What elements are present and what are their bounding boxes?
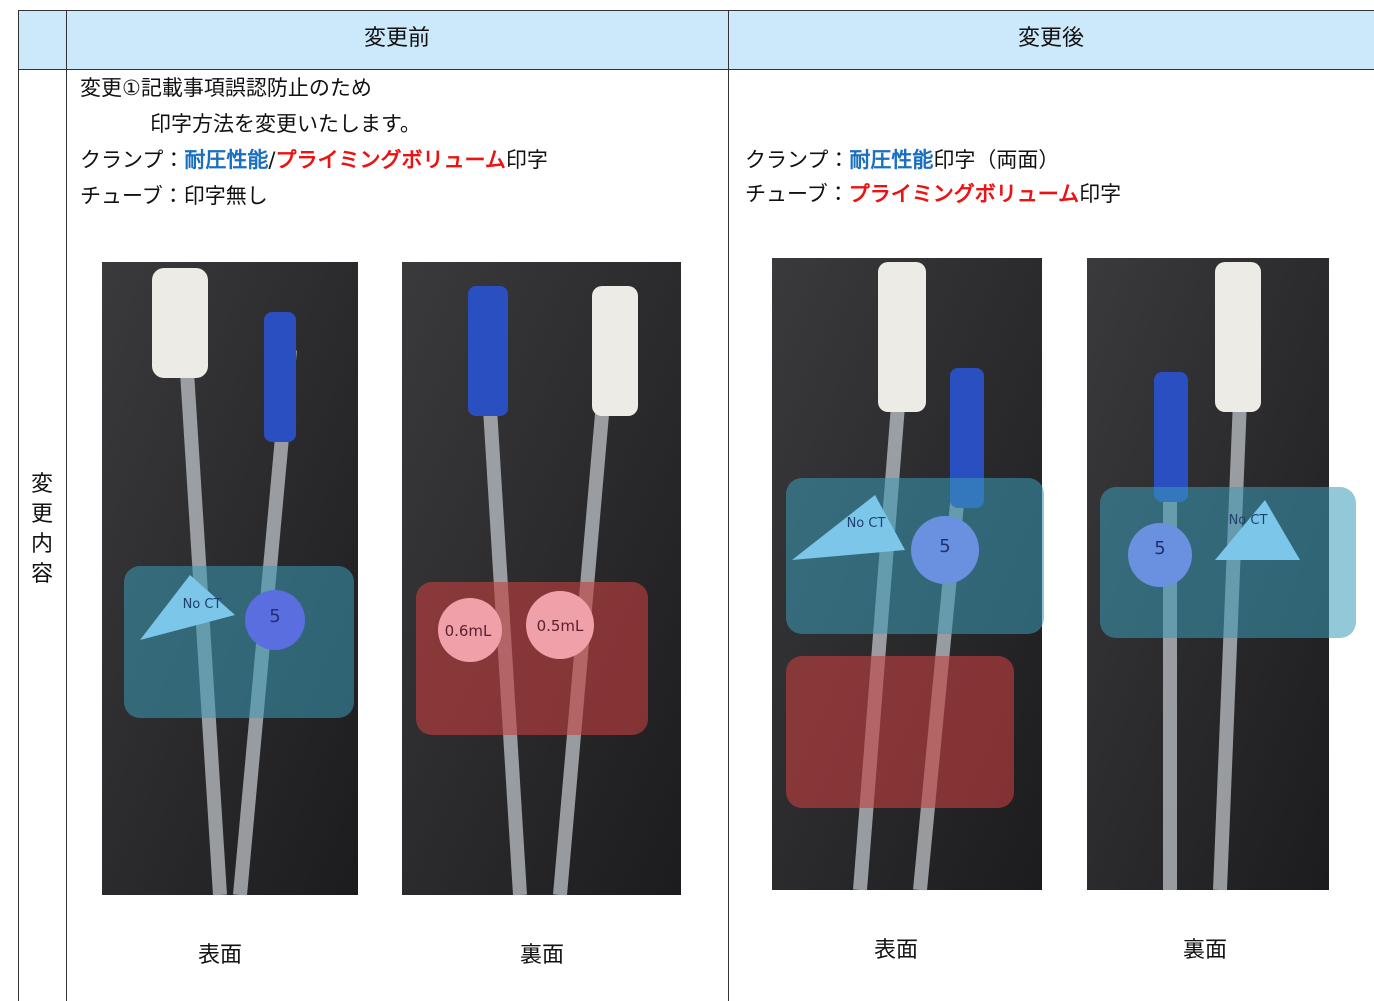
caption: 裏面: [1182, 938, 1227, 963]
text: クランプ：: [80, 148, 185, 172]
row-label-char: 容: [30, 562, 53, 587]
row-label-char: 更: [30, 502, 53, 527]
photo-label: 5: [1154, 538, 1165, 559]
before-subtitle: 印字方法を変更いたします。: [150, 112, 421, 136]
row-label-char: 内: [30, 532, 53, 557]
text: 耐圧性能: [184, 148, 269, 172]
caption: 裏面: [519, 943, 564, 968]
photo-label: 5: [269, 606, 280, 627]
photo-label: 0.6mL: [445, 622, 492, 640]
after-clamp: クランプ：耐圧性能印字（両面）: [745, 146, 1059, 174]
before-clamp: クランプ：耐圧性能/プライミングボリューム印字: [80, 146, 548, 174]
text: 印字（両面）: [933, 148, 1060, 172]
photo-label: No CT: [183, 597, 222, 612]
row-label-char: 変: [30, 472, 53, 497]
photo-label: No CT: [1229, 513, 1268, 528]
caption: 表面: [873, 938, 918, 963]
text: プライミングボリューム: [848, 182, 1080, 206]
photo: [772, 258, 1044, 891]
text: プライミングボリューム: [275, 148, 506, 172]
text: /: [268, 148, 276, 172]
photo: [1087, 258, 1356, 891]
photo-label: 5: [939, 536, 950, 557]
after-tube: チューブ：プライミングボリューム印字: [745, 180, 1121, 208]
text: 印字: [505, 148, 548, 172]
photo-label: 0.5mL: [537, 617, 584, 635]
border: [728, 10, 729, 1001]
before-tube: チューブ：印字無し: [80, 184, 268, 208]
row-label: 変 更 内 容: [18, 470, 66, 590]
before-title: 変更①記載事項誤認防止のため: [80, 76, 372, 100]
photo: [102, 262, 358, 896]
border: [18, 10, 19, 1001]
photo-label: No CT: [847, 516, 886, 531]
border: [66, 10, 67, 1001]
photo: [402, 262, 681, 896]
text: 耐圧性能: [849, 148, 934, 172]
text: チューブ：: [745, 182, 849, 206]
header-cell: 変更前: [363, 26, 430, 51]
header-row: [18, 10, 1374, 70]
text: 印字: [1079, 182, 1122, 206]
header-cell: 変更後: [1017, 26, 1084, 51]
text: クランプ：: [745, 148, 850, 172]
caption: 表面: [197, 943, 242, 968]
